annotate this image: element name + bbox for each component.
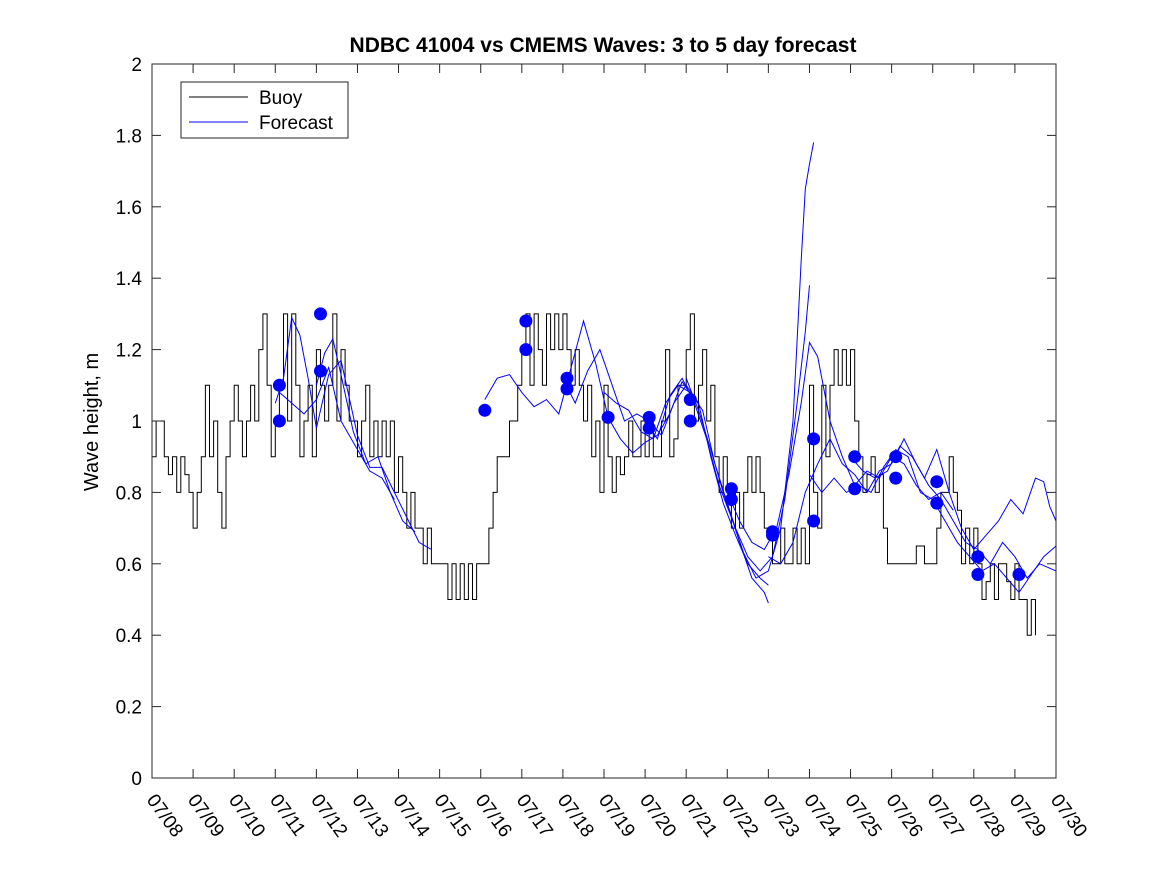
forecast-marker-7 bbox=[519, 343, 533, 357]
forecast-marker-18 bbox=[766, 528, 779, 542]
y-tick-label-6: 1.2 bbox=[116, 341, 142, 362]
x-tick-label-0: 07/08 bbox=[142, 791, 187, 842]
forecast-marker-12 bbox=[642, 421, 656, 435]
forecast-line-5 bbox=[562, 348, 769, 586]
x-tick-label-12: 07/20 bbox=[635, 791, 680, 842]
forecast-marker-13 bbox=[683, 393, 697, 407]
x-tick-label-13: 07/21 bbox=[676, 791, 721, 842]
forecast-marker-15 bbox=[724, 482, 738, 496]
forecast-line-2 bbox=[279, 365, 395, 500]
forecast-line-3 bbox=[315, 337, 416, 533]
forecast-marker-26 bbox=[930, 496, 944, 510]
y-tick-label-0: 0 bbox=[131, 769, 142, 790]
forecast-marker-28 bbox=[971, 568, 985, 581]
x-tick-label-9: 07/17 bbox=[512, 791, 557, 842]
x-tick-label-15: 07/23 bbox=[758, 791, 803, 842]
y-tick-label-1: 0.2 bbox=[116, 698, 142, 719]
forecast-marker-4 bbox=[314, 364, 327, 378]
legend-label-2: Forecast bbox=[259, 113, 334, 134]
x-tick-label-8: 07/16 bbox=[471, 791, 516, 842]
forecast-marker-22 bbox=[848, 482, 862, 496]
x-tick-label-22: 07/30 bbox=[1046, 791, 1091, 842]
x-tick-label-20: 07/28 bbox=[964, 791, 1009, 842]
forecast-line-1 bbox=[274, 315, 432, 550]
forecast-marker-8 bbox=[560, 371, 574, 385]
x-tick-label-1: 07/09 bbox=[183, 791, 228, 842]
x-tick-label-5: 07/13 bbox=[347, 791, 392, 842]
x-tick-label-11: 07/19 bbox=[594, 791, 639, 842]
x-tick-label-3: 07/11 bbox=[265, 791, 309, 841]
y-tick-label-9: 1.8 bbox=[116, 126, 142, 147]
chart-title: NDBC 41004 vs CMEMS Waves: 3 to 5 day fo… bbox=[350, 34, 857, 57]
x-tick-label-21: 07/29 bbox=[1005, 791, 1050, 842]
forecast-marker-27 bbox=[971, 550, 985, 564]
forecast-marker-3 bbox=[314, 307, 327, 321]
forecast-line-7 bbox=[644, 142, 815, 579]
forecast-marker-11 bbox=[642, 410, 656, 424]
y-tick-label-4: 0.8 bbox=[116, 483, 142, 504]
y-axis-label: Wave height, m bbox=[81, 353, 103, 491]
y-tick-label-2: 0.4 bbox=[116, 626, 143, 647]
x-tick-label-19: 07/27 bbox=[923, 791, 968, 842]
plot-area bbox=[152, 64, 1057, 778]
x-tick-label-7: 07/15 bbox=[430, 791, 475, 842]
forecast-marker-20 bbox=[807, 514, 821, 528]
x-tick-label-4: 07/12 bbox=[306, 791, 351, 842]
x-tick-label-16: 07/24 bbox=[799, 791, 844, 842]
y-tick-label-5: 1 bbox=[131, 412, 142, 433]
forecast-marker-5 bbox=[478, 403, 492, 417]
legend-label-1: Buoy bbox=[259, 88, 303, 109]
forecast-marker-14 bbox=[683, 414, 697, 428]
x-tick-label-14: 07/22 bbox=[717, 791, 762, 842]
y-tick-label-3: 0.6 bbox=[116, 555, 142, 576]
forecast-marker-16 bbox=[724, 493, 738, 506]
forecast-marker-21 bbox=[848, 450, 862, 464]
legend-box bbox=[180, 81, 349, 139]
forecast-marker-10 bbox=[601, 410, 615, 424]
forecast-line-6 bbox=[603, 384, 769, 604]
forecast-marker-6 bbox=[519, 314, 533, 328]
forecast-line-8 bbox=[685, 285, 810, 572]
y-tick-label-7: 1.4 bbox=[116, 269, 143, 290]
forecast-marker-23 bbox=[889, 450, 903, 464]
forecast-marker-25 bbox=[930, 475, 944, 489]
buoy-line bbox=[152, 313, 1036, 636]
legend: Buoy Forecast bbox=[180, 81, 349, 139]
forecast-marker-2 bbox=[272, 414, 286, 428]
forecast-line-9 bbox=[726, 340, 954, 551]
forecast-marker-19 bbox=[807, 432, 821, 446]
x-tick-label-6: 07/14 bbox=[389, 791, 434, 842]
forecast-marker-29 bbox=[1012, 568, 1026, 581]
forecast-marker-24 bbox=[889, 471, 903, 485]
forecast-line-12 bbox=[850, 445, 1057, 551]
x-tick-label-18: 07/26 bbox=[882, 791, 927, 842]
x-tick-label-10: 07/18 bbox=[553, 791, 598, 842]
x-tick-label-17: 07/25 bbox=[841, 791, 886, 842]
x-tick-label-2: 07/10 bbox=[224, 791, 269, 842]
y-tick-label-10: 2 bbox=[131, 55, 142, 76]
forecast-marker-1 bbox=[272, 378, 286, 392]
forecast-marker-9 bbox=[560, 382, 574, 396]
y-tick-label-8: 1.6 bbox=[116, 198, 142, 219]
forecast-line-10 bbox=[768, 437, 1057, 579]
